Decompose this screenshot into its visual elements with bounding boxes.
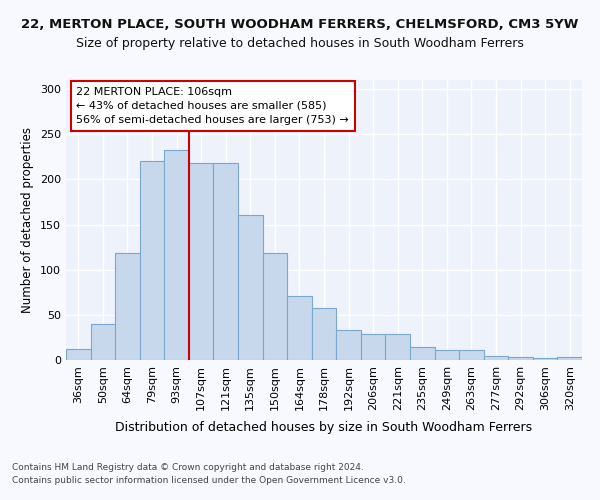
Bar: [263, 252, 287, 360]
Bar: [140, 162, 164, 360]
Bar: [91, 324, 115, 360]
Bar: [508, 358, 533, 360]
Bar: [238, 216, 263, 360]
Text: Contains public sector information licensed under the Open Government Licence v3: Contains public sector information licen…: [12, 476, 406, 485]
Bar: [312, 308, 336, 360]
Bar: [557, 358, 582, 360]
Bar: [434, 350, 459, 360]
Bar: [214, 163, 238, 360]
Y-axis label: Number of detached properties: Number of detached properties: [22, 127, 34, 313]
Bar: [164, 150, 189, 360]
X-axis label: Distribution of detached houses by size in South Woodham Ferrers: Distribution of detached houses by size …: [115, 421, 533, 434]
Bar: [410, 348, 434, 360]
Bar: [287, 296, 312, 360]
Bar: [459, 350, 484, 360]
Bar: [66, 349, 91, 360]
Bar: [484, 356, 508, 360]
Text: Contains HM Land Registry data © Crown copyright and database right 2024.: Contains HM Land Registry data © Crown c…: [12, 464, 364, 472]
Bar: [361, 334, 385, 360]
Bar: [336, 330, 361, 360]
Bar: [533, 358, 557, 360]
Text: 22 MERTON PLACE: 106sqm
← 43% of detached houses are smaller (585)
56% of semi-d: 22 MERTON PLACE: 106sqm ← 43% of detache…: [76, 87, 349, 125]
Text: Size of property relative to detached houses in South Woodham Ferrers: Size of property relative to detached ho…: [76, 38, 524, 51]
Bar: [189, 163, 214, 360]
Text: 22, MERTON PLACE, SOUTH WOODHAM FERRERS, CHELMSFORD, CM3 5YW: 22, MERTON PLACE, SOUTH WOODHAM FERRERS,…: [22, 18, 578, 30]
Bar: [115, 254, 140, 360]
Bar: [385, 334, 410, 360]
